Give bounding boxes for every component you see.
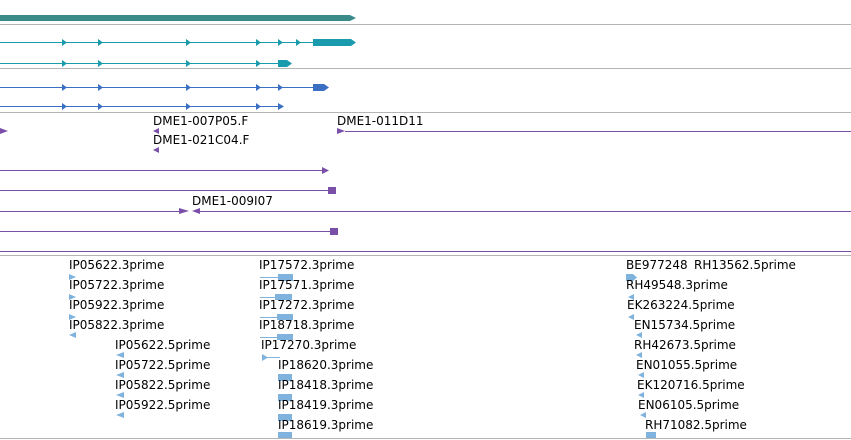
est-label[interactable]: IP05822.3prime bbox=[69, 318, 165, 332]
insertion-feature[interactable] bbox=[0, 167, 329, 174]
est-feature[interactable] bbox=[69, 274, 76, 280]
est-label[interactable]: EK263224.5prime bbox=[627, 298, 735, 312]
transcript-feature[interactable] bbox=[0, 39, 356, 46]
est-feature[interactable] bbox=[69, 314, 76, 320]
insertion-feature[interactable] bbox=[0, 228, 338, 235]
est-label[interactable]: IP18419.3prime bbox=[278, 398, 374, 412]
est-label[interactable]: IP05622.3prime bbox=[69, 258, 165, 272]
est-label[interactable]: IP05622.5prime bbox=[115, 338, 211, 352]
est-feature[interactable] bbox=[260, 274, 293, 281]
insertion-feature[interactable] bbox=[0, 208, 851, 214]
est-feature[interactable] bbox=[116, 352, 124, 358]
gene-feature[interactable] bbox=[0, 15, 356, 21]
est-feature[interactable] bbox=[638, 392, 644, 398]
est-feature[interactable] bbox=[69, 294, 76, 300]
est-feature[interactable] bbox=[260, 334, 293, 340]
est-feature[interactable] bbox=[262, 354, 280, 361]
insertion-label[interactable]: DME1-011D11 bbox=[337, 114, 424, 128]
est-feature[interactable] bbox=[636, 332, 642, 338]
est-label[interactable]: RH49548.3prime bbox=[626, 278, 728, 292]
insertion-feature[interactable] bbox=[337, 128, 851, 134]
est-feature[interactable] bbox=[69, 332, 76, 338]
est-label[interactable]: IP05722.3prime bbox=[69, 278, 165, 292]
est-feature[interactable] bbox=[278, 432, 292, 438]
est-feature[interactable] bbox=[260, 314, 293, 320]
transcript-feature[interactable] bbox=[0, 84, 329, 91]
insertion-feature[interactable] bbox=[153, 147, 159, 153]
est-label[interactable]: IP17571.3prime bbox=[259, 278, 355, 292]
est-label[interactable]: IP18620.3prime bbox=[278, 358, 374, 372]
est-label[interactable]: IP18718.3prime bbox=[259, 318, 355, 332]
est-feature[interactable] bbox=[646, 432, 656, 438]
est-label[interactable]: IP05922.3prime bbox=[69, 298, 165, 312]
est-label[interactable]: BE977248 bbox=[626, 258, 688, 272]
est-feature[interactable] bbox=[116, 372, 124, 378]
est-feature[interactable] bbox=[278, 414, 292, 421]
est-label[interactable]: EN15734.5prime bbox=[634, 318, 736, 332]
est-feature[interactable] bbox=[626, 274, 637, 281]
est-feature[interactable] bbox=[638, 372, 644, 378]
est-label[interactable]: RH71082.5prime bbox=[645, 418, 747, 432]
est-feature[interactable] bbox=[278, 374, 292, 381]
transcript-feature[interactable] bbox=[0, 60, 292, 67]
est-label[interactable]: RH42673.5prime bbox=[634, 338, 736, 352]
est-label[interactable]: IP18619.3prime bbox=[278, 418, 374, 432]
est-feature[interactable] bbox=[640, 412, 646, 418]
est-label[interactable]: IP05822.5prime bbox=[115, 378, 211, 392]
est-feature[interactable] bbox=[636, 352, 642, 358]
insertion-label[interactable]: DME1-009I07 bbox=[192, 194, 273, 208]
est-feature[interactable] bbox=[628, 314, 634, 320]
transcript-feature[interactable] bbox=[0, 103, 284, 110]
est-label[interactable]: EN06105.5prime bbox=[638, 398, 740, 412]
insertion-label[interactable]: DME1-021C04.F bbox=[153, 133, 250, 147]
insertion-feature[interactable] bbox=[153, 128, 159, 134]
est-feature[interactable] bbox=[278, 394, 292, 401]
est-feature[interactable] bbox=[116, 412, 124, 418]
est-label[interactable]: EK120716.5prime bbox=[637, 378, 745, 392]
est-label[interactable]: IP05722.5prime bbox=[115, 358, 211, 372]
est-feature[interactable] bbox=[628, 294, 634, 300]
insertion-feature[interactable] bbox=[0, 128, 8, 134]
est-label[interactable]: IP18418.3prime bbox=[278, 378, 374, 392]
est-feature[interactable] bbox=[116, 392, 124, 398]
est-label[interactable]: IP17270.3prime bbox=[261, 338, 357, 352]
est-label[interactable]: RH13562.5prime bbox=[694, 258, 796, 272]
insertion-label[interactable]: DME1-007P05.F bbox=[153, 114, 249, 128]
est-label[interactable]: IP17272.3prime bbox=[259, 298, 355, 312]
est-label[interactable]: EN01055.5prime bbox=[636, 358, 738, 372]
est-feature[interactable] bbox=[260, 294, 292, 300]
est-label[interactable]: IP17572.3prime bbox=[259, 258, 355, 272]
insertion-feature[interactable] bbox=[0, 187, 336, 194]
est-label[interactable]: IP05922.5prime bbox=[115, 398, 211, 412]
